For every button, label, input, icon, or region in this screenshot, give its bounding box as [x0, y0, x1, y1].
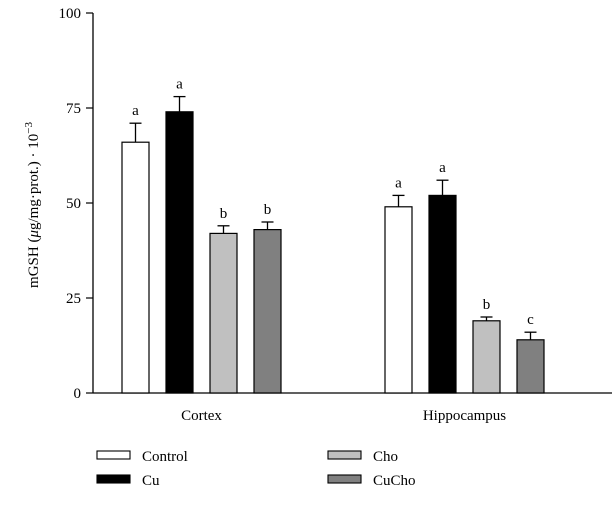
- legend-swatch: [96, 474, 131, 484]
- bar: [472, 320, 501, 394]
- legend-swatch: [327, 474, 362, 484]
- legend-swatch: [96, 450, 131, 460]
- bar: [209, 232, 238, 394]
- significance-label: a: [395, 175, 402, 191]
- bar: [384, 206, 413, 394]
- bars: a a b b a a b c: [121, 77, 545, 394]
- significance-label: c: [527, 312, 534, 328]
- bar: [165, 111, 194, 394]
- significance-label: b: [220, 206, 228, 222]
- bar: [253, 229, 282, 394]
- legend-label: CuCho: [373, 473, 416, 489]
- bar: [516, 339, 545, 394]
- significance-label: a: [439, 160, 446, 176]
- y-tick-label: 75: [66, 101, 81, 117]
- y-tick-label: 0: [74, 386, 82, 402]
- x-category-label: Hippocampus: [423, 408, 506, 424]
- y-axis-label: mGSH (μg/mg·prot.) · 10−3: [23, 122, 42, 288]
- y-tick-label: 50: [66, 196, 81, 212]
- x-categories: Cortex Hippocampus: [181, 408, 506, 424]
- bar: [121, 141, 150, 394]
- legend-label: Cho: [373, 449, 398, 465]
- significance-label: b: [264, 202, 272, 218]
- significance-label: a: [132, 103, 139, 119]
- significance-label: a: [176, 77, 183, 93]
- bar: [428, 194, 457, 394]
- y-ticks: 0 25 50 75 100: [59, 6, 93, 402]
- y-tick-label: 100: [59, 6, 82, 22]
- legend-label: Cu: [142, 473, 160, 489]
- significance-label: b: [483, 297, 491, 313]
- x-category-label: Cortex: [181, 408, 222, 424]
- y-tick-label: 25: [66, 291, 81, 307]
- legend-swatch: [327, 450, 362, 460]
- legend-label: Control: [142, 449, 188, 465]
